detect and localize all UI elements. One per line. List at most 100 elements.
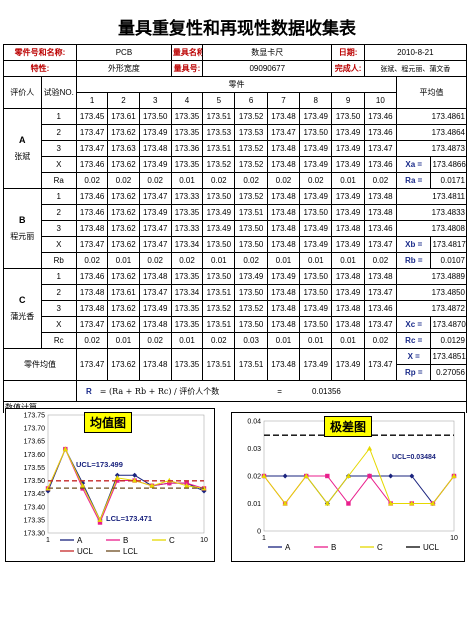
summary-label: Xa = [396,156,432,173]
value-cell: 173.50 [331,108,365,125]
trial-cell: Rb [40,252,78,269]
appraiser-name: 蒲光香 [10,312,35,321]
average-header: 平均值 [396,76,467,109]
summary-value: 173.4866 [430,156,467,173]
legend-label-a: A [285,543,291,552]
part-mean-cell: 173.49 [299,348,333,381]
value-cell: 0.01 [331,252,365,269]
value-cell: 173.49 [331,204,365,221]
value-cell: 173.48 [331,316,365,333]
value-cell: 173.48 [363,204,398,221]
part-mean-cell: 173.47 [363,348,398,381]
value-cell: 173.48 [363,188,398,205]
value-cell: 173.34 [170,236,204,253]
value-cell: 173.50 [202,188,236,205]
table-row: C 蒲光香 1 173.46 173.62 173.48 173.35 173.50 173.4… [3,268,467,349]
value-cell: 173.49 [299,236,333,253]
data-point-a [388,473,394,479]
data-point-b [97,520,103,525]
data-point-c [388,500,394,506]
data-point-c [97,517,103,522]
gauge-no-value: 09090677 [202,60,333,77]
table-row: 3 173.48 173.62 173.47 173.33 173.49 173.50 173… [4,220,467,237]
value-cell: 173.49 [202,220,236,237]
value-cell: 0.01 [266,332,301,349]
data-point-a [409,473,415,479]
value-cell: 173.49 [202,204,236,221]
value-cell: 173.47 [75,124,109,141]
summary-label: Xc = [396,316,432,333]
value-cell: 173.50 [234,236,268,253]
row-average: 173.4872 [396,300,467,317]
data-point-c [80,483,86,488]
value-cell: 173.47 [138,236,172,253]
value-cell: 173.51 [234,204,268,221]
value-cell: 173.48 [75,284,109,301]
gauge-name-value: 数显卡尺 [202,44,333,61]
value-cell: 173.62 [107,316,140,333]
series-line-a [264,475,455,505]
value-cell: 173.48 [363,268,398,285]
data-point-b [346,501,351,506]
trial-cell: 1 [40,268,78,285]
value-cell: 173.47 [363,284,398,301]
data-point-b [115,478,120,483]
part-number-1: 1 [75,92,109,109]
value-cell: 173.49 [138,204,172,221]
value-cell: 0.01 [107,332,140,349]
part-number-4: 4 [170,92,204,109]
performer-value: 张斌、程元丽、蒲文香 [363,60,468,77]
part-number-6: 6 [234,92,268,109]
grr-sheet: 量具重复性和再现性数据收集表 零件号和名称: PCB 量具名称: 数显卡尺 日期… [3,0,471,632]
legend-label-c: C [377,543,383,552]
data-point-b [167,480,172,486]
date-label: 日期: [331,44,365,61]
value-cell: 173.47 [138,188,172,205]
value-cell: 173.47 [138,284,172,301]
value-cell: 173.47 [75,140,109,157]
x-bar-label: X = [396,348,432,365]
value-cell: 173.35 [170,156,204,173]
value-cell: 173.48 [266,284,301,301]
value-cell: 173.62 [107,188,140,205]
value-cell: 173.47 [363,316,398,333]
value-cell: 173.49 [266,268,301,285]
appraiser-cell-c: C 蒲光香 [3,268,42,349]
y-tick-label: 173.40 [24,504,46,511]
value-cell: 173.53 [234,124,268,141]
table-row: Ra 0.02 0.02 0.02 0.01 0.02 0.02 0.02 0.02 0.01 0.… [4,172,467,189]
value-cell: 173.36 [170,140,204,157]
value-cell: 173.48 [266,300,301,317]
value-cell: 0.02 [170,252,204,269]
value-cell: 173.49 [299,140,333,157]
value-cell: 173.48 [266,140,301,157]
range-chart: 0 0.01 0.02 0.03 0.04 1 10 A B C UCL UCL=0.03484 极差… [231,412,465,562]
table-row: Rb 0.02 0.01 0.02 0.02 0.01 0.02 0.01 0.01 0.01 0.… [4,252,467,269]
part-mean-cell: 173.51 [202,348,236,381]
data-point-c [114,475,120,480]
trial-cell: X [40,316,78,333]
value-cell: 173.46 [75,204,109,221]
value-cell: 173.50 [138,108,172,125]
part-mean-cell: 173.48 [138,348,172,381]
part-label: 零件号和名称: [3,44,77,61]
part-header: 零件 [75,76,398,93]
value-cell: 173.48 [138,268,172,285]
summary-label: Rc = [396,332,432,349]
table-row: X 173.46 173.62 173.49 173.35 173.52 173.52 173… [4,156,467,173]
value-cell: 173.62 [107,204,140,221]
value-cell: 173.49 [234,268,268,285]
calc-row: 数值计算 [3,401,467,413]
gauge-name-label: 量具名称: [170,44,204,61]
rp-row: Rp = 0.27056 [4,364,467,381]
value-cell: 173.49 [331,236,365,253]
data-point-b [367,473,372,479]
value-cell: 173.33 [170,188,204,205]
value-cell: 173.52 [234,188,268,205]
x-tick-label: 1 [262,535,266,542]
value-cell: 0.01 [266,252,301,269]
trial-cell: 2 [40,204,78,221]
value-cell: 0.02 [202,332,236,349]
value-cell: 173.52 [202,300,236,317]
series-line-c [47,447,205,522]
